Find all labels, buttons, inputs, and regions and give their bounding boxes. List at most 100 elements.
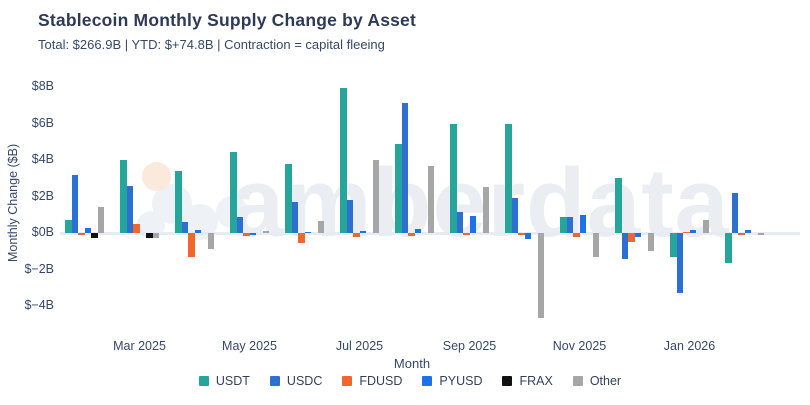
y-tick-label: $4B <box>31 152 54 166</box>
bar-other-oct-2025 <box>537 233 544 318</box>
watermark-peach-circle <box>142 162 171 191</box>
legend: USDT USDC FDUSD PYUSD FRAX Other <box>5 374 810 388</box>
bar-usdc-oct-2025 <box>511 198 518 233</box>
bar-usdt-feb-2025 <box>65 220 72 233</box>
legend-swatch-icon <box>502 376 513 386</box>
legend-swatch-icon <box>198 376 209 386</box>
legend-item-usdt: USDT <box>198 374 250 388</box>
bar-usdt-aug-2025 <box>395 143 402 233</box>
legend-label: USDT <box>215 374 250 388</box>
x-tick-label: Nov 2025 <box>552 339 607 353</box>
legend-swatch-icon <box>572 376 583 386</box>
legend-label: Other <box>589 374 622 388</box>
bar-usdc-sep-2025 <box>456 212 463 233</box>
x-tick-label: Jul 2025 <box>335 339 384 353</box>
bar-other-mar-2025 <box>152 233 159 239</box>
bar-usdc-apr-2025 <box>181 222 188 233</box>
bar-other-aug-2025 <box>427 166 434 233</box>
x-tick-label: Jan 2026 <box>663 339 716 353</box>
bar-usdc-nov-2025 <box>566 216 573 233</box>
bar-frax-mar-2025 <box>146 233 153 238</box>
bar-fdusd-apr-2025 <box>188 233 195 257</box>
bar-other-dec-2025 <box>647 233 654 252</box>
bar-fdusd-nov-2025 <box>573 233 580 237</box>
bar-pyusd-feb-2026 <box>744 230 751 233</box>
bar-pyusd-may-2025 <box>249 233 256 235</box>
bar-usdc-jan-2026 <box>676 233 683 294</box>
bar-other-nov-2025 <box>592 233 599 257</box>
bar-other-jun-2025 <box>317 221 324 233</box>
y-tick-label: $2B <box>31 188 54 203</box>
bar-pyusd-sep-2025 <box>469 215 476 233</box>
bar-other-jan-2026 <box>702 220 709 233</box>
bar-pyusd-jan-2026 <box>689 230 696 233</box>
x-tick-label: Mar 2025 <box>113 339 166 353</box>
legend-swatch-icon <box>422 376 433 386</box>
legend-item-other: Other <box>572 374 622 388</box>
bar-usdc-may-2025 <box>236 217 243 233</box>
legend-swatch-icon <box>269 376 280 386</box>
bar-fdusd-jun-2025 <box>298 233 305 244</box>
legend-item-frax: FRAX <box>502 374 553 388</box>
bar-usdc-jun-2025 <box>291 201 298 233</box>
legend-swatch-icon <box>342 376 353 386</box>
legend-label: PYUSD <box>439 374 483 388</box>
page-title: Stablecoin Monthly Supply Change by Asse… <box>38 10 417 30</box>
y-tick-label: $6B <box>31 115 54 130</box>
bar-pyusd-jul-2025 <box>359 231 366 233</box>
bar-pyusd-apr-2025 <box>194 230 201 233</box>
bar-usdt-dec-2025 <box>615 178 622 233</box>
legend-item-pyusd: PYUSD <box>422 374 482 388</box>
bar-usdt-feb-2026 <box>725 233 732 264</box>
x-axis-title: Month <box>393 356 431 371</box>
bar-fdusd-dec-2025 <box>628 233 635 243</box>
x-tick-label: May 2025 <box>222 339 277 353</box>
legend-label: USDC <box>286 374 323 388</box>
bar-pyusd-feb-2025 <box>84 227 91 233</box>
y-tick-label: $8B <box>31 79 54 93</box>
legend-item-fdusd: FDUSD <box>342 374 402 388</box>
bar-usdt-jun-2025 <box>285 163 292 233</box>
bar-fdusd-jan-2026 <box>683 231 690 233</box>
bar-usdc-feb-2025 <box>71 174 78 233</box>
bar-pyusd-jun-2025 <box>304 231 311 233</box>
bar-usdt-mar-2025 <box>120 160 127 233</box>
bar-other-sep-2025 <box>482 187 489 233</box>
bar-frax-feb-2025 <box>91 233 98 238</box>
watermark-text: amberdata <box>230 148 730 257</box>
bar-fdusd-mar-2025 <box>133 223 140 233</box>
zero-axis-line <box>60 232 800 235</box>
bar-usdt-oct-2025 <box>505 123 512 233</box>
bar-fdusd-aug-2025 <box>408 233 415 236</box>
legend-label: FRAX <box>519 374 553 388</box>
bar-pyusd-oct-2025 <box>524 233 531 240</box>
bar-usdt-nov-2025 <box>560 216 567 233</box>
bar-other-feb-2025 <box>97 207 104 233</box>
bar-pyusd-aug-2025 <box>414 229 421 233</box>
bar-usdc-aug-2025 <box>401 103 408 233</box>
y-tick-label: $−2B <box>24 261 54 276</box>
bar-fdusd-feb-2026 <box>738 233 745 235</box>
bar-fdusd-oct-2025 <box>518 233 525 235</box>
bar-pyusd-dec-2025 <box>634 233 641 237</box>
legend-label: FDUSD <box>359 374 403 388</box>
bar-other-may-2025 <box>262 231 269 233</box>
bar-fdusd-jul-2025 <box>353 233 360 237</box>
bar-usdt-sep-2025 <box>450 123 457 233</box>
x-tick-label: Sep 2025 <box>442 339 497 353</box>
bar-usdt-apr-2025 <box>175 170 182 233</box>
bar-usdc-mar-2025 <box>126 185 133 233</box>
bar-usdc-jul-2025 <box>346 200 353 233</box>
bar-fdusd-sep-2025 <box>463 233 470 235</box>
bar-pyusd-nov-2025 <box>579 214 586 233</box>
bar-other-apr-2025 <box>207 233 214 250</box>
bar-fdusd-may-2025 <box>243 233 250 236</box>
bar-usdt-jul-2025 <box>340 87 347 233</box>
bar-fdusd-feb-2025 <box>78 233 85 235</box>
plot-area: amberdata <box>60 78 800 330</box>
bar-usdc-feb-2026 <box>731 192 738 233</box>
y-tick-label: $0B <box>31 225 54 239</box>
bar-other-feb-2026 <box>757 233 764 235</box>
bar-other-jul-2025 <box>372 160 379 233</box>
